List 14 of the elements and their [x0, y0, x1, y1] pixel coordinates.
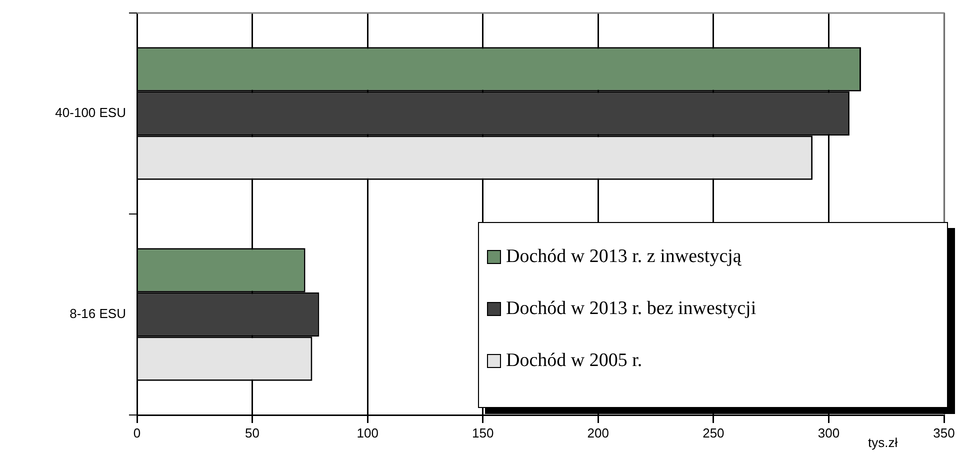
x-tick-label: 200 [587, 425, 609, 440]
x-tick-label: 250 [702, 425, 724, 440]
legend-label: Dochód w 2013 r. bez inwestycji [506, 298, 756, 320]
x-tick-label: 0 [133, 425, 141, 440]
x-tick-label: 350 [933, 425, 955, 440]
x-tick-label: 50 [245, 425, 260, 440]
legend-label: Dochód w 2005 r. [506, 350, 642, 372]
x-tick-label: 100 [356, 425, 378, 440]
x-axis-title: tys.zł [868, 435, 898, 450]
x-tick-label: 300 [818, 425, 840, 440]
legend-label: Dochód w 2013 r. z inwestycją [506, 246, 742, 268]
y-tick-label: 40-100 ESU [55, 105, 126, 120]
x-tick-label: 150 [472, 425, 494, 440]
y-tick-label: 8-16 ESU [70, 306, 126, 322]
